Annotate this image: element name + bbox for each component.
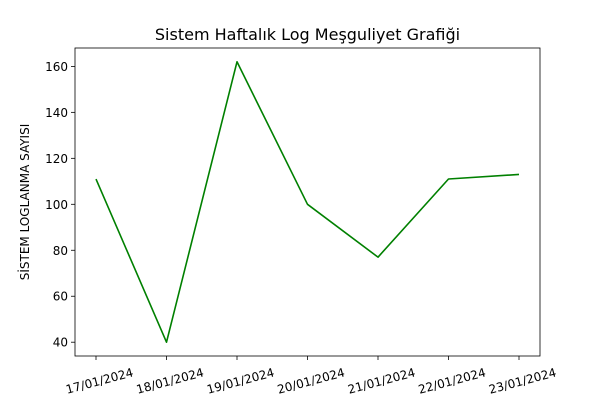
y-axis-label: SİSTEM LOGLANMA SAYISI (17, 124, 32, 281)
y-tick-label: 100 (45, 198, 68, 212)
plot-frame (74, 47, 541, 357)
y-tick-label: 60 (53, 290, 68, 304)
y-tick-label: 40 (53, 336, 68, 350)
chart-title: Sistem Haftalık Log Meşguliyet Grafiği (155, 25, 460, 44)
y-tick-label: 140 (45, 106, 68, 120)
y-tick-label: 80 (53, 244, 68, 258)
y-tick-label: 120 (45, 152, 68, 166)
y-tick-label: 160 (45, 60, 68, 74)
